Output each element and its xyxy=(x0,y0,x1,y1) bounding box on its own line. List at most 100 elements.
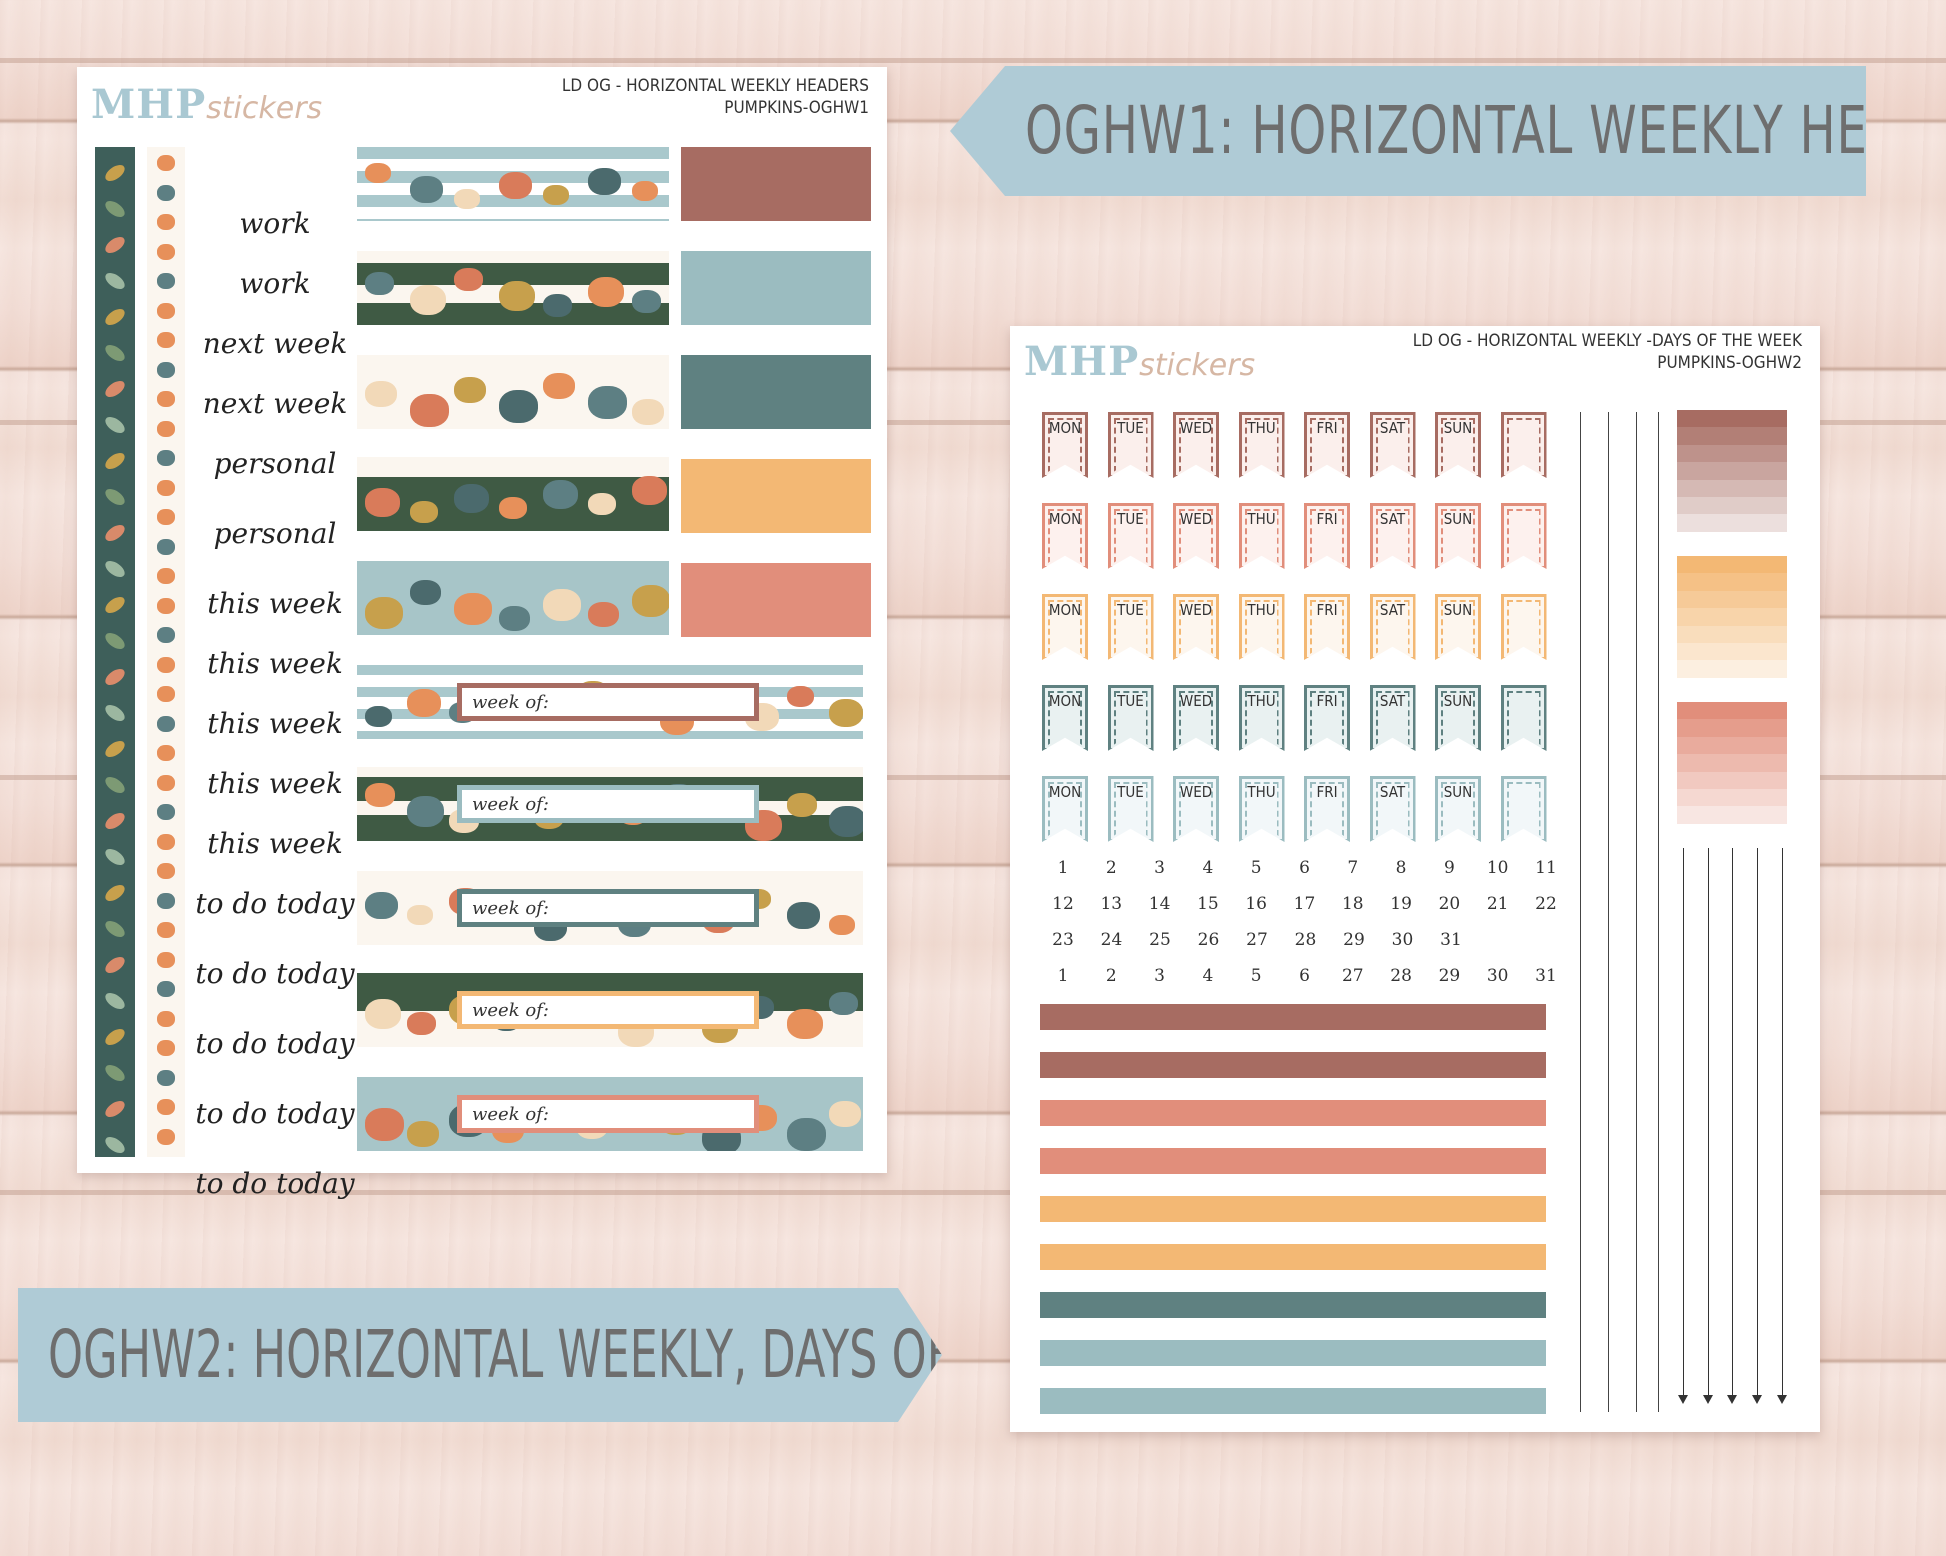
flag-dashed-border xyxy=(1441,782,1475,836)
day-flag: TUE xyxy=(1107,412,1154,478)
date-number: 1 xyxy=(1057,966,1069,986)
ombre-stripe xyxy=(1677,660,1787,678)
date-number: 27 xyxy=(1341,966,1364,986)
day-flag xyxy=(1500,776,1547,842)
pumpkin-decoration xyxy=(157,1010,175,1027)
pumpkin-icon xyxy=(632,399,665,425)
leaf-decoration xyxy=(102,521,128,545)
date-number: 28 xyxy=(1390,966,1412,986)
pumpkin-icon xyxy=(365,488,400,517)
board-seam xyxy=(0,1190,1946,1195)
leaf-decoration xyxy=(102,845,128,869)
logo-main-text: MHP xyxy=(1024,338,1140,385)
leaf-decoration xyxy=(102,701,128,725)
ombre-stripe xyxy=(1677,427,1787,445)
pumpkin-decoration xyxy=(157,391,175,407)
header-label: to do today xyxy=(195,1167,355,1200)
pumpkin-decoration xyxy=(157,686,175,702)
flag-dashed-border xyxy=(1441,418,1475,472)
day-flag: WED xyxy=(1173,685,1219,751)
pumpkin-decoration xyxy=(157,302,175,319)
flag-dashed-border xyxy=(1113,782,1148,836)
day-flag: FRI xyxy=(1304,594,1350,660)
header-label: personal xyxy=(213,447,337,480)
pumpkin-icon xyxy=(365,597,403,629)
day-flag: FRI xyxy=(1304,776,1350,842)
day-flag: SUN xyxy=(1435,503,1481,569)
date-number: 10 xyxy=(1486,858,1509,878)
flag-dashed-border xyxy=(1048,782,1082,836)
header-label: this week xyxy=(207,767,343,800)
date-number: 19 xyxy=(1390,894,1412,914)
leaf-decoration xyxy=(102,1133,128,1157)
day-label: FRI xyxy=(1316,510,1338,528)
color-swatch xyxy=(681,251,871,325)
pumpkin-decoration xyxy=(157,1069,175,1086)
pumpkin-icon xyxy=(828,915,855,935)
pumpkin-decoration xyxy=(157,627,175,643)
pumpkin-icon xyxy=(454,484,490,513)
day-label: WED xyxy=(1179,692,1213,710)
pumpkin-decoration xyxy=(157,656,175,673)
pumpkin-decoration xyxy=(157,538,175,555)
day-flag xyxy=(1500,594,1547,660)
leaf-decoration xyxy=(102,233,128,257)
pumpkin-decoration xyxy=(157,332,175,348)
flag-dashed-border xyxy=(1506,782,1541,836)
pumpkin-decoration xyxy=(157,804,175,820)
pumpkin-icon xyxy=(786,1009,823,1039)
header-label: next week xyxy=(202,387,348,420)
flag-dashed-border xyxy=(1375,418,1410,472)
flag-dashed-border xyxy=(1113,418,1148,472)
flag-dashed-border xyxy=(1244,691,1279,745)
week-of-label: week of: xyxy=(472,898,549,919)
pumpkin-decoration xyxy=(157,922,175,938)
ombre-stripe xyxy=(1677,736,1787,755)
flag-dashed-border xyxy=(1506,691,1541,745)
pumpkin-icon xyxy=(407,689,442,717)
date-number: 13 xyxy=(1100,894,1123,914)
ombre-swatch xyxy=(1677,702,1787,824)
pumpkin-decoration xyxy=(157,509,175,525)
day-flag: SAT xyxy=(1369,685,1416,751)
banner-oghw2: OGHW2: HORIZONTAL WEEKLY, DAYS OF THE WE… xyxy=(18,1288,942,1422)
leaf-decoration xyxy=(102,629,128,653)
date-number: 28 xyxy=(1294,930,1317,950)
day-flag: FRI xyxy=(1304,685,1350,751)
pumpkin-decoration xyxy=(157,1099,175,1115)
day-flag: SUN xyxy=(1435,594,1481,660)
header-label: this week xyxy=(207,707,343,740)
date-number: 3 xyxy=(1154,966,1165,986)
date-number: 2 xyxy=(1105,966,1117,986)
pumpkin-icon xyxy=(498,281,535,311)
flag-dashed-border xyxy=(1244,782,1279,836)
day-flag: WED xyxy=(1173,412,1219,478)
day-label: TUE xyxy=(1117,783,1144,801)
board-seam xyxy=(0,58,1946,63)
pumpkin-icon xyxy=(498,390,538,423)
day-flag: THU xyxy=(1238,412,1285,478)
pumpkin-icon xyxy=(407,1012,437,1035)
pumpkin-icon xyxy=(543,373,576,399)
pumpkin-icon xyxy=(409,501,438,523)
leaf-decoration xyxy=(102,341,128,365)
header-label: personal xyxy=(213,517,337,550)
washi-bar xyxy=(1040,1148,1546,1174)
flag-dashed-border xyxy=(1310,691,1344,745)
week-of-box: week of: xyxy=(457,1095,759,1133)
leaf-decoration xyxy=(102,557,128,581)
pumpkin-decoration xyxy=(157,155,175,171)
washi-bar xyxy=(1040,1244,1546,1270)
pumpkin-icon xyxy=(454,189,481,209)
color-swatch xyxy=(681,147,871,221)
ombre-stripe xyxy=(1677,514,1787,532)
day-flag: THU xyxy=(1238,594,1285,660)
date-number: 5 xyxy=(1250,858,1262,878)
vertical-line xyxy=(1658,412,1659,1412)
day-label: SUN xyxy=(1443,510,1473,528)
ombre-stripe xyxy=(1677,556,1787,574)
pumpkin-icon xyxy=(543,294,573,317)
banner-oghw1: OGHW1: HORIZONTAL WEEKLY HEADERS xyxy=(950,66,1866,196)
date-number: 4 xyxy=(1202,858,1214,878)
day-flag: SAT xyxy=(1369,503,1416,569)
